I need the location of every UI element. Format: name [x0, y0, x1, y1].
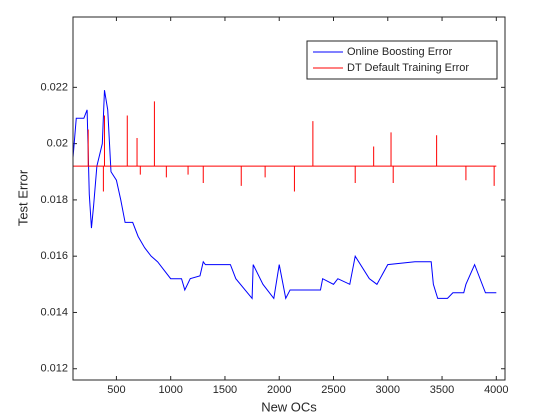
legend-label: DT Default Training Error [347, 62, 469, 74]
y-axis-label: Test Error [15, 169, 30, 226]
legend-label: Online Boosting Error [347, 46, 452, 58]
x-tick-label: 4000 [484, 384, 508, 396]
axes-box [72, 16, 506, 381]
y-tick-label: 0.018 [40, 194, 68, 206]
y-tick-label: 0.014 [40, 306, 68, 318]
x-tick-label: 3500 [430, 384, 454, 396]
y-tick-label: 0.02 [47, 138, 68, 150]
data-line [72, 90, 497, 300]
x-tick-label: 2000 [267, 384, 291, 396]
x-tick-label: 2500 [321, 384, 345, 396]
y-tick-label: 0.022 [40, 81, 68, 93]
x-tick-label: 3000 [376, 384, 400, 396]
y-tick-label: 0.016 [40, 250, 68, 262]
legend-box [306, 40, 498, 80]
x-tick-label: 500 [107, 384, 125, 396]
x-axis-label: New OCs [261, 399, 317, 414]
x-tick-label: 1500 [213, 384, 237, 396]
x-tick-label: 1000 [158, 384, 182, 396]
y-tick-label: 0.012 [40, 363, 68, 375]
legend: Online Boosting Error DT Default Training… [306, 40, 498, 80]
data-line [73, 101, 497, 192]
